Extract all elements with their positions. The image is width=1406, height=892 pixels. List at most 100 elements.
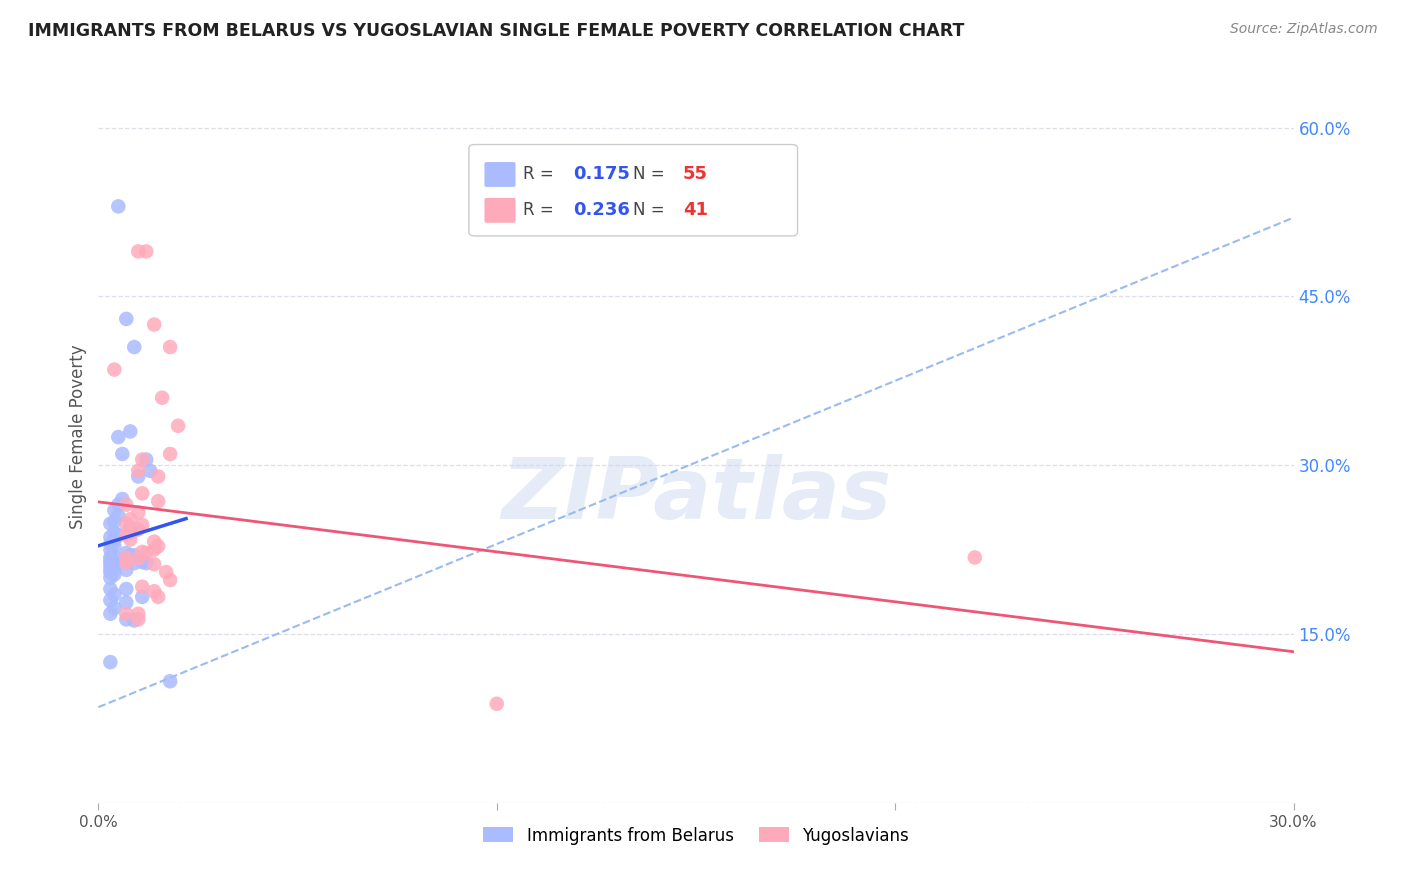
- Text: 41: 41: [683, 202, 707, 219]
- Point: [103, 550, 125, 565]
- Point: [143, 584, 166, 599]
- Point: [131, 555, 153, 569]
- Point: [103, 515, 125, 529]
- Y-axis label: Single Female Poverty: Single Female Poverty: [69, 345, 87, 529]
- Point: [124, 614, 146, 628]
- Text: Source: ZipAtlas.com: Source: ZipAtlas.com: [1230, 22, 1378, 37]
- Point: [131, 590, 153, 604]
- Point: [124, 524, 146, 538]
- Text: N =: N =: [633, 166, 669, 184]
- Point: [963, 550, 986, 565]
- Point: [143, 542, 166, 557]
- Point: [103, 525, 125, 540]
- Text: 0.175: 0.175: [572, 166, 630, 184]
- Point: [103, 601, 125, 615]
- Text: R =: R =: [523, 202, 558, 219]
- Point: [98, 565, 122, 579]
- Text: ZIPatlas: ZIPatlas: [501, 454, 891, 537]
- Point: [148, 494, 170, 508]
- Point: [98, 516, 122, 531]
- Point: [159, 674, 181, 689]
- Point: [107, 199, 129, 213]
- Point: [103, 559, 125, 574]
- Point: [103, 588, 125, 602]
- Point: [148, 539, 170, 553]
- Point: [111, 491, 134, 506]
- Point: [107, 508, 129, 523]
- Point: [107, 498, 129, 512]
- Point: [148, 469, 170, 483]
- Point: [115, 498, 138, 512]
- Point: [98, 558, 122, 572]
- Point: [107, 528, 129, 542]
- Point: [98, 537, 122, 551]
- Point: [127, 522, 149, 536]
- Point: [98, 571, 122, 585]
- Point: [98, 542, 122, 557]
- Point: [127, 469, 149, 483]
- Point: [103, 567, 125, 582]
- Legend: Immigrants from Belarus, Yugoslavians: Immigrants from Belarus, Yugoslavians: [475, 818, 917, 853]
- Point: [143, 318, 166, 332]
- Point: [143, 558, 166, 572]
- Point: [124, 556, 146, 570]
- Point: [124, 340, 146, 354]
- Point: [167, 418, 190, 433]
- Point: [127, 607, 149, 621]
- Point: [135, 452, 157, 467]
- Point: [127, 506, 149, 520]
- Point: [159, 340, 181, 354]
- Point: [120, 533, 142, 547]
- Point: [131, 452, 153, 467]
- Point: [115, 546, 138, 560]
- Point: [103, 563, 125, 577]
- FancyBboxPatch shape: [485, 162, 516, 187]
- Point: [124, 548, 146, 562]
- Point: [115, 551, 138, 566]
- Point: [143, 534, 166, 549]
- Point: [131, 545, 153, 559]
- Point: [98, 607, 122, 621]
- Point: [127, 612, 149, 626]
- Text: IMMIGRANTS FROM BELARUS VS YUGOSLAVIAN SINGLE FEMALE POVERTY CORRELATION CHART: IMMIGRANTS FROM BELARUS VS YUGOSLAVIAN S…: [28, 22, 965, 40]
- Point: [98, 562, 122, 576]
- Point: [135, 556, 157, 570]
- Point: [485, 697, 508, 711]
- Point: [120, 548, 142, 562]
- Point: [107, 430, 129, 444]
- Point: [159, 447, 181, 461]
- Point: [120, 425, 142, 439]
- Point: [111, 447, 134, 461]
- Point: [98, 655, 122, 669]
- Point: [120, 520, 142, 534]
- Point: [98, 530, 122, 544]
- Point: [115, 595, 138, 609]
- Text: 55: 55: [683, 166, 707, 184]
- Text: 0.236: 0.236: [572, 202, 630, 219]
- Point: [98, 550, 122, 565]
- Point: [159, 573, 181, 587]
- FancyBboxPatch shape: [485, 198, 516, 223]
- Point: [115, 607, 138, 621]
- Point: [115, 563, 138, 577]
- Point: [115, 312, 138, 326]
- Point: [115, 582, 138, 596]
- Point: [103, 362, 125, 376]
- Point: [120, 525, 142, 540]
- Point: [127, 464, 149, 478]
- FancyBboxPatch shape: [470, 145, 797, 235]
- Point: [127, 551, 149, 566]
- Point: [135, 546, 157, 560]
- Point: [127, 244, 149, 259]
- Point: [155, 565, 177, 579]
- Point: [103, 539, 125, 553]
- Point: [98, 554, 122, 568]
- Point: [103, 533, 125, 548]
- Point: [98, 582, 122, 596]
- Point: [103, 503, 125, 517]
- Point: [148, 590, 170, 604]
- Point: [115, 516, 138, 531]
- Text: R =: R =: [523, 166, 558, 184]
- Point: [98, 593, 122, 607]
- Point: [135, 244, 157, 259]
